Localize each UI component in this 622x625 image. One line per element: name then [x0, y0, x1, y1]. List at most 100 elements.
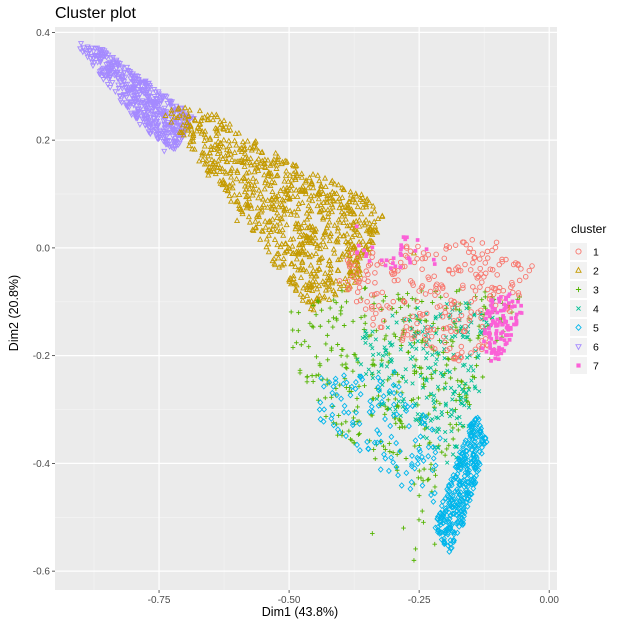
point-1	[363, 268, 369, 274]
point-6	[135, 99, 142, 106]
point-2	[210, 168, 217, 174]
point-6	[157, 101, 164, 107]
point-2	[282, 240, 289, 246]
point-5	[466, 497, 473, 504]
point-4	[465, 335, 470, 340]
point-1	[419, 266, 425, 272]
point-2	[310, 184, 317, 191]
legend-label-4: 4	[593, 304, 599, 316]
point-5	[345, 409, 352, 416]
point-5	[473, 472, 480, 480]
plot-panel	[55, 27, 557, 590]
point-1	[433, 283, 439, 289]
legend-item-7: 7	[570, 357, 599, 374]
point-4	[451, 391, 456, 397]
point-1	[444, 347, 450, 354]
point-6	[167, 141, 174, 148]
point-2	[318, 207, 325, 213]
point-1	[468, 309, 474, 315]
point-2	[308, 192, 315, 199]
point-7	[483, 328, 487, 332]
point-5	[471, 441, 478, 449]
point-5	[444, 526, 450, 533]
point-3	[389, 305, 395, 311]
point-2	[168, 118, 175, 125]
point-3	[381, 443, 386, 449]
point-5	[430, 498, 437, 505]
point-2	[237, 157, 245, 164]
point-6	[131, 80, 138, 86]
point-1	[456, 357, 462, 364]
point-5	[357, 391, 364, 398]
point-1	[354, 289, 361, 295]
point-4	[403, 379, 409, 384]
point-2	[304, 298, 311, 305]
point-2	[358, 191, 365, 197]
legend-symbol-1	[575, 248, 582, 255]
point-2	[243, 193, 250, 200]
point-4	[414, 346, 419, 351]
point-5	[411, 465, 418, 472]
point-2	[343, 230, 351, 237]
point-7	[496, 322, 500, 327]
point-1	[365, 271, 371, 278]
point-7	[490, 300, 495, 304]
point-3	[362, 320, 368, 326]
data-points	[77, 41, 535, 563]
point-2	[283, 184, 291, 191]
point-7	[509, 316, 514, 321]
point-5	[417, 433, 424, 440]
y-tick-label: 0.0	[36, 243, 50, 254]
point-4	[390, 342, 395, 347]
point-5	[470, 485, 477, 492]
point-2	[344, 204, 351, 211]
point-2	[241, 150, 248, 156]
point-5	[451, 502, 458, 509]
point-4	[384, 364, 390, 369]
point-1	[440, 285, 446, 291]
point-5	[419, 482, 426, 489]
point-2	[208, 146, 215, 152]
point-6	[159, 113, 166, 119]
point-7	[398, 265, 403, 270]
point-3	[435, 326, 441, 331]
point-6	[161, 148, 168, 155]
point-7	[488, 346, 493, 350]
point-6	[155, 123, 162, 129]
point-2	[338, 201, 345, 207]
point-5	[429, 426, 436, 433]
point-2	[351, 231, 358, 238]
point-2	[325, 213, 332, 220]
point-2	[246, 168, 253, 175]
point-2	[205, 171, 212, 178]
point-3	[481, 304, 487, 309]
point-4	[385, 325, 391, 330]
point-5	[459, 514, 466, 522]
point-2	[370, 202, 377, 209]
point-5	[448, 491, 454, 498]
point-4	[382, 345, 387, 350]
point-1	[477, 265, 483, 272]
point-1	[451, 317, 457, 324]
point-6	[167, 122, 174, 129]
point-5	[397, 391, 404, 398]
point-2	[268, 178, 275, 184]
point-6	[140, 110, 147, 116]
point-6	[115, 82, 122, 89]
point-3	[470, 374, 476, 379]
point-2	[274, 227, 281, 233]
legend-label-3: 3	[593, 285, 599, 297]
point-7	[362, 248, 366, 253]
point-1	[402, 316, 409, 323]
point-5	[353, 409, 360, 416]
point-1	[344, 278, 351, 285]
point-4	[369, 371, 375, 376]
point-3	[392, 415, 397, 421]
point-2	[280, 232, 287, 238]
point-4	[383, 348, 388, 353]
point-2	[320, 233, 327, 240]
point-5	[341, 402, 348, 410]
point-1	[423, 342, 430, 348]
point-2	[322, 270, 329, 276]
point-5	[357, 373, 363, 380]
